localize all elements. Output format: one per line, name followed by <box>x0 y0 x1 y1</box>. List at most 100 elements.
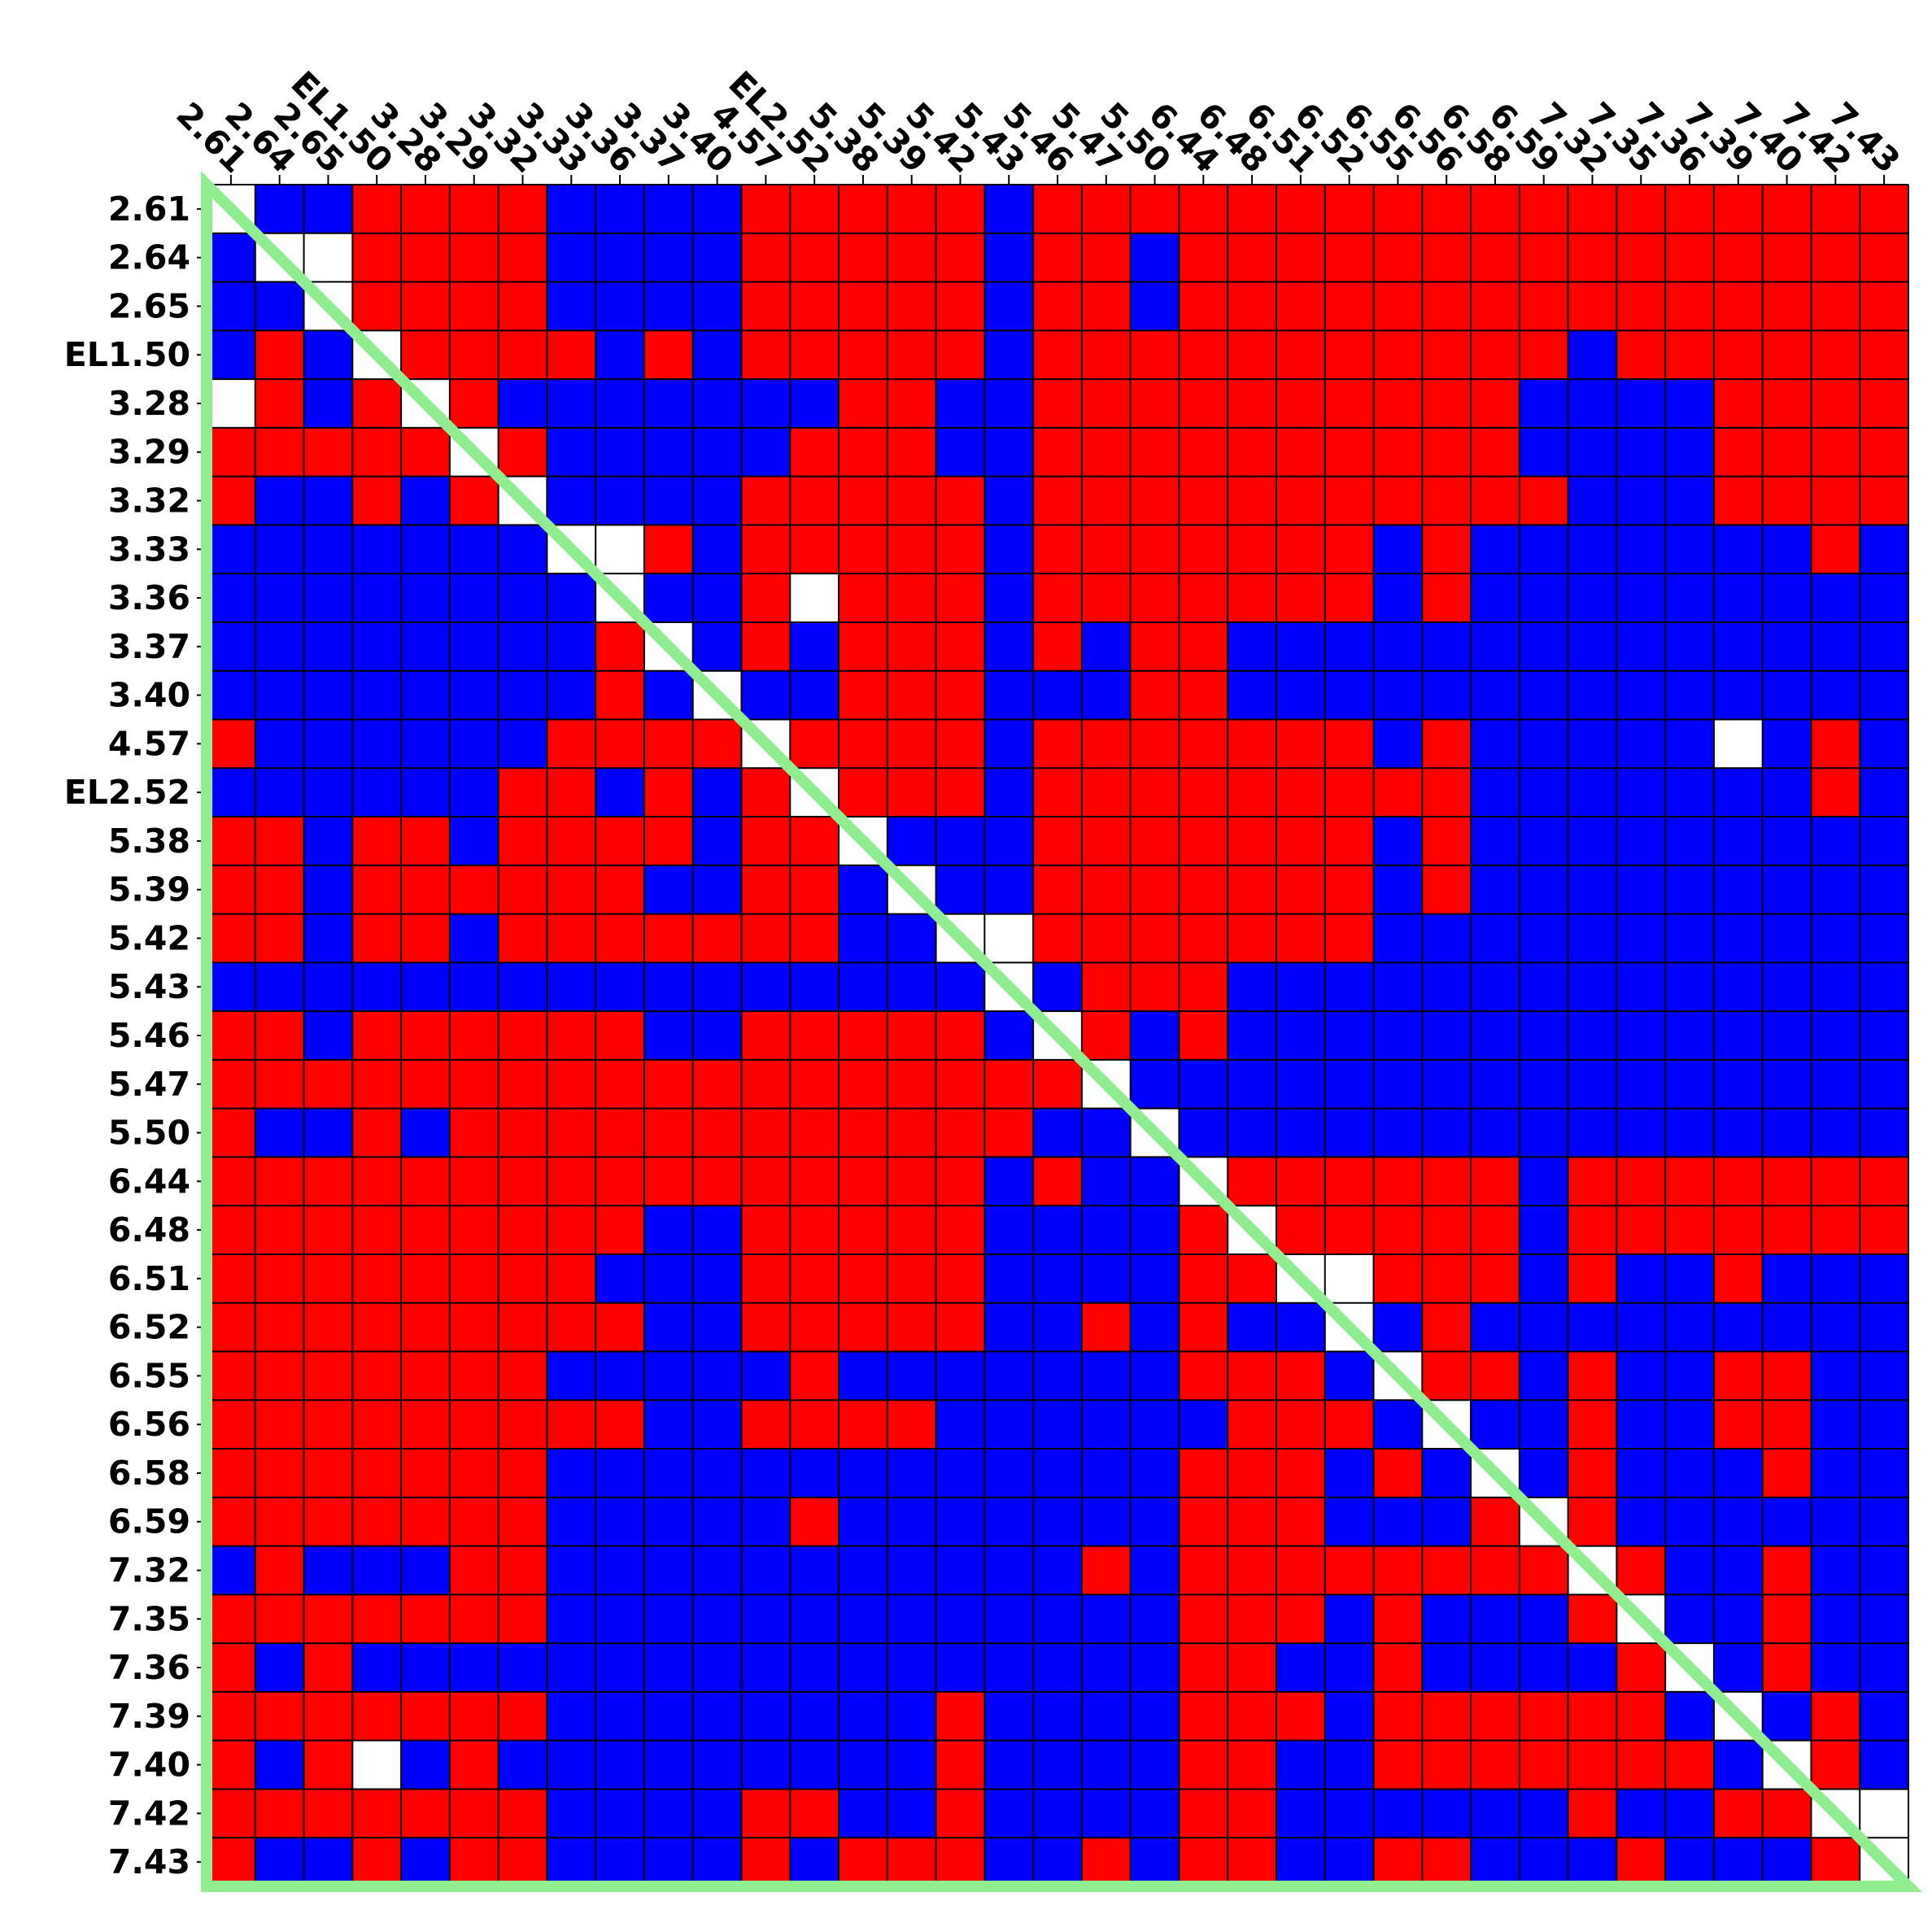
heatmap-cell-6.51-6.44 <box>1179 1253 1228 1304</box>
heatmap-cell-6.48-7.36 <box>1665 1206 1715 1255</box>
heatmap-cell-3.36-7.36 <box>1665 573 1715 623</box>
heatmap-cell-7.36-6.58 <box>1471 1643 1520 1693</box>
heatmap-cell-3.40-6.48 <box>1228 670 1277 721</box>
heatmap-cell-7.35-6.56 <box>1422 1594 1472 1644</box>
heatmap-cell-6.44-5.39 <box>887 1157 937 1206</box>
heatmap-cell-2.64-6.51 <box>1276 233 1326 283</box>
heatmap-cell-5.43-6.56 <box>1422 962 1472 1012</box>
heatmap-cell-6.56-4.57 <box>741 1400 791 1450</box>
heatmap-cell-3.28-7.35 <box>1616 379 1666 429</box>
heatmap-cell-2.64-5.39 <box>887 233 937 283</box>
heatmap-cell-EL2.52-5.47 <box>1081 768 1132 817</box>
heatmap-cell-7.43-3.36 <box>595 1838 645 1887</box>
heatmap-cell-5.50-5.43 <box>984 1108 1034 1158</box>
heatmap-cell-7.39-3.36 <box>595 1691 645 1742</box>
heatmap-cell-6.48-6.56 <box>1422 1206 1472 1255</box>
heatmap-cell-EL1.50-3.28 <box>401 330 451 380</box>
heatmap-cell-7.36-6.48 <box>1228 1643 1277 1693</box>
heatmap-cell-6.56-3.37 <box>643 1400 694 1450</box>
heatmap-cell-6.52-4.57 <box>741 1302 791 1353</box>
heatmap-cell-6.51-3.28 <box>401 1253 451 1304</box>
heatmap-cell-2.64-7.35 <box>1616 233 1666 283</box>
heatmap-cell-6.59-5.46 <box>1033 1497 1083 1547</box>
heatmap-cell-5.42-7.39 <box>1713 913 1764 963</box>
heatmap-cell-7.39-2.61 <box>207 1691 256 1742</box>
heatmap-cell-6.58-7.39 <box>1713 1449 1764 1498</box>
heatmap-cell-EL1.50-2.65 <box>303 330 353 380</box>
heatmap-cell-7.43-5.42 <box>935 1838 985 1887</box>
heatmap-cell-7.40-6.58 <box>1471 1740 1520 1790</box>
heatmap-cell-7.32-7.35 <box>1616 1546 1666 1595</box>
heatmap-cell-5.38-3.32 <box>498 817 547 866</box>
heatmap-cell-3.37-3.36 <box>595 621 645 672</box>
heatmap-cell-5.43-7.43 <box>1860 962 1909 1012</box>
heatmap-cell-6.55-5.42 <box>935 1351 985 1401</box>
heatmap-cell-7.35-EL2.52 <box>790 1594 840 1644</box>
heatmap-cell-7.39-7.42 <box>1811 1691 1860 1742</box>
heatmap-cell-3.40-3.29 <box>449 670 499 721</box>
heatmap-cell-3.28-2.64 <box>255 379 305 429</box>
heatmap-cell-7.35-7.32 <box>1568 1594 1617 1644</box>
heatmap-cell-5.43-7.42 <box>1811 962 1860 1012</box>
heatmap-cell-3.37-7.36 <box>1665 621 1715 672</box>
heatmap-cell-3.33-5.42 <box>935 525 985 574</box>
heatmap-cell-6.58-3.28 <box>401 1449 451 1498</box>
heatmap-cell-5.43-5.39 <box>887 962 937 1012</box>
heatmap-cell-2.65-5.39 <box>887 281 937 331</box>
heatmap-cell-5.39-7.40 <box>1762 865 1812 915</box>
heatmap-cell-3.33-7.39 <box>1713 525 1764 574</box>
heatmap-cell-7.32-6.56 <box>1422 1546 1472 1595</box>
heatmap-cell-7.39-3.29 <box>449 1691 499 1742</box>
heatmap-cell-6.55-2.61 <box>207 1351 256 1401</box>
heatmap-cell-6.59-2.65 <box>303 1497 353 1547</box>
heatmap-cell-6.51-5.47 <box>1081 1253 1132 1304</box>
heatmap-cell-5.46-6.58 <box>1471 1011 1520 1061</box>
heatmap-cell-7.36-5.38 <box>839 1643 888 1693</box>
y-tick-label: 6.51 <box>108 1259 190 1298</box>
heatmap-cell-6.48-4.57 <box>741 1206 791 1255</box>
heatmap-cell-3.33-2.65 <box>303 525 353 574</box>
heatmap-cell-3.33-7.36 <box>1665 525 1715 574</box>
heatmap-cell-5.47-6.44 <box>1179 1059 1228 1110</box>
heatmap-cell-5.47-5.43 <box>984 1059 1034 1110</box>
heatmap-cell-3.36-2.65 <box>303 573 353 623</box>
heatmap-cell-EL1.50-3.32 <box>498 330 547 380</box>
heatmap-cell-EL2.52-7.43 <box>1860 768 1909 817</box>
heatmap-cell-5.39-7.35 <box>1616 865 1666 915</box>
heatmap-cell-7.43-3.32 <box>498 1838 547 1887</box>
heatmap-cell-6.55-7.32 <box>1568 1351 1617 1401</box>
heatmap-cell-6.59-3.36 <box>595 1497 645 1547</box>
heatmap-cell-2.61-3.29 <box>449 185 499 234</box>
heatmap-cell-6.59-7.40 <box>1762 1497 1812 1547</box>
heatmap-cell-6.52-3.36 <box>595 1302 645 1353</box>
heatmap-cell-5.42-5.46 <box>1033 913 1083 963</box>
heatmap-cell-6.55-6.58 <box>1471 1351 1520 1401</box>
heatmap-cell-6.44-7.36 <box>1665 1157 1715 1206</box>
heatmap-cell-6.58-3.37 <box>643 1449 694 1498</box>
heatmap-cell-6.51-6.52 <box>1324 1253 1375 1304</box>
heatmap-cell-6.51-3.36 <box>595 1253 645 1304</box>
heatmap-cell-5.42-3.33 <box>547 913 596 963</box>
heatmap-cell-6.51-6.56 <box>1422 1253 1472 1304</box>
heatmap-cell-5.39-6.51 <box>1276 865 1326 915</box>
heatmap-cell-7.40-2.64 <box>255 1740 305 1790</box>
heatmap-cell-6.44-3.36 <box>595 1157 645 1206</box>
heatmap-cell-7.43-7.40 <box>1762 1838 1812 1887</box>
heatmap-cell-5.43-3.29 <box>449 962 499 1012</box>
heatmap-cell-6.55-5.39 <box>887 1351 937 1401</box>
heatmap-cell-7.39-7.32 <box>1568 1691 1617 1742</box>
heatmap-cell-6.59-2.61 <box>207 1497 256 1547</box>
heatmap-cell-3.33-7.32 <box>1568 525 1617 574</box>
heatmap-cell-6.59-3.33 <box>547 1497 596 1547</box>
heatmap-cell-3.33-2.61 <box>207 525 256 574</box>
heatmap-cell-6.55-6.44 <box>1179 1351 1228 1401</box>
heatmap-cell-3.32-5.43 <box>984 476 1034 525</box>
y-tick-label: 3.32 <box>108 482 190 521</box>
heatmap-cell-6.59-6.58 <box>1471 1497 1520 1547</box>
heatmap-cell-7.40-7.36 <box>1665 1740 1715 1790</box>
heatmap-cell-2.65-7.39 <box>1713 281 1764 331</box>
heatmap-cell-5.47-6.52 <box>1324 1059 1375 1110</box>
heatmap-cell-3.37-2.61 <box>207 621 256 672</box>
heatmap-cell-2.65-3.33 <box>547 281 596 331</box>
heatmap-cell-7.42-7.40 <box>1762 1789 1812 1838</box>
